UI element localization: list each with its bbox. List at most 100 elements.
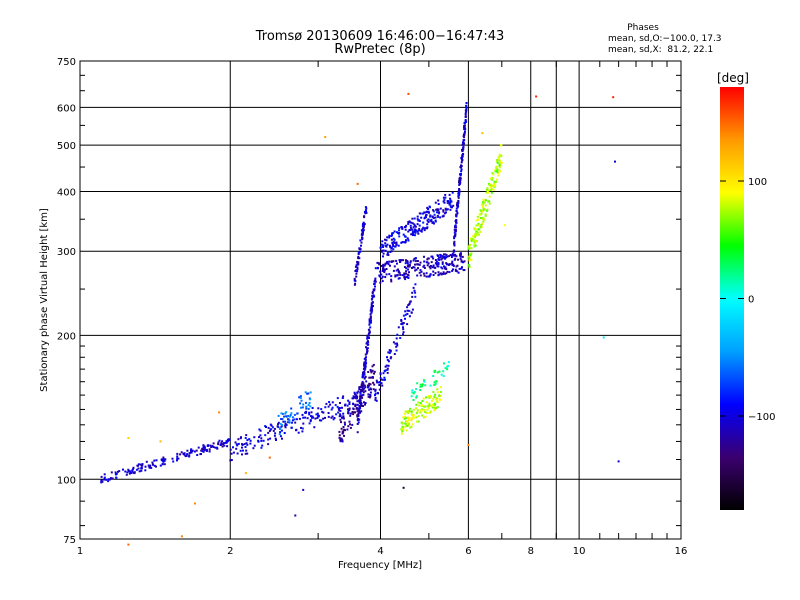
data-point [439,386,442,389]
data-point [483,201,486,204]
data-point [339,440,342,443]
data-point [267,431,270,434]
data-point [353,396,356,399]
data-point [212,442,215,445]
data-point [374,277,377,280]
data-point [431,216,434,219]
data-point [427,210,430,213]
data-point [281,412,284,415]
data-point [426,408,429,411]
data-point [132,471,135,474]
data-point [455,213,458,216]
data-point [424,405,427,408]
data-point [284,420,286,423]
data-point [425,396,428,399]
data-point [479,209,482,212]
data-point [472,239,475,242]
data-point [423,379,425,382]
data-point [445,268,448,270]
data-point [413,223,416,226]
data-point [432,375,435,377]
data-point [411,222,414,225]
data-point [459,182,461,185]
data-point [491,184,494,187]
data-point [408,265,411,268]
data-point [356,260,359,263]
data-point [463,260,466,263]
data-point [144,469,147,472]
data-point [394,275,397,278]
data-point [370,310,373,313]
data-point [359,250,362,253]
data-point [365,352,368,355]
data-point [288,419,291,422]
data-point [317,415,320,418]
data-point [359,396,362,399]
data-point [392,248,395,251]
data-point [423,229,426,232]
data-point [450,200,453,203]
data-point [468,265,471,267]
data-point [211,445,214,447]
data-point [425,213,428,216]
data-point [482,203,485,206]
data-point [374,389,377,392]
data-point [321,410,324,413]
data-point [470,239,473,242]
data-point [363,376,366,379]
data-point [395,241,398,244]
data-point [164,458,167,461]
data-point [496,168,499,171]
data-point [296,412,299,415]
data-point [180,451,183,454]
data-point [232,446,234,449]
data-point [338,430,341,433]
data-point [426,261,429,264]
data-point [260,446,263,449]
data-point [429,215,432,218]
data-point [464,112,467,115]
data-point [360,229,363,232]
data-point [159,464,162,467]
data-point [271,426,274,429]
data-point [277,421,280,424]
data-point [418,263,421,266]
colorbar-tick-label: −100 [748,412,775,423]
data-point [411,267,413,269]
data-point [366,335,369,338]
data-point [140,466,143,469]
data-point [397,244,400,247]
data-point [413,266,416,269]
data-point [480,226,483,229]
data-point [356,415,359,418]
data-point [338,436,341,439]
data-point [260,437,263,440]
data-point [259,429,262,432]
data-point [412,259,415,262]
data-point [285,423,288,426]
data-point [324,136,327,138]
data-point [352,395,355,398]
data-point [430,218,433,221]
data-point [229,448,232,451]
data-point [401,422,404,425]
data-point [387,254,390,256]
data-point [535,95,538,98]
data-point [324,406,327,409]
data-point [141,463,144,466]
data-point [440,390,442,393]
data-point [366,343,369,346]
data-point [436,388,439,391]
data-point [406,265,409,268]
data-point [397,326,400,329]
data-point [176,455,179,458]
data-point [433,384,436,386]
data-point [406,424,409,427]
data-point [362,229,365,232]
data-point [401,227,404,230]
data-point [371,294,374,297]
data-point [612,96,615,99]
data-point [423,380,426,383]
data-point [474,244,477,247]
data-point [496,178,498,181]
